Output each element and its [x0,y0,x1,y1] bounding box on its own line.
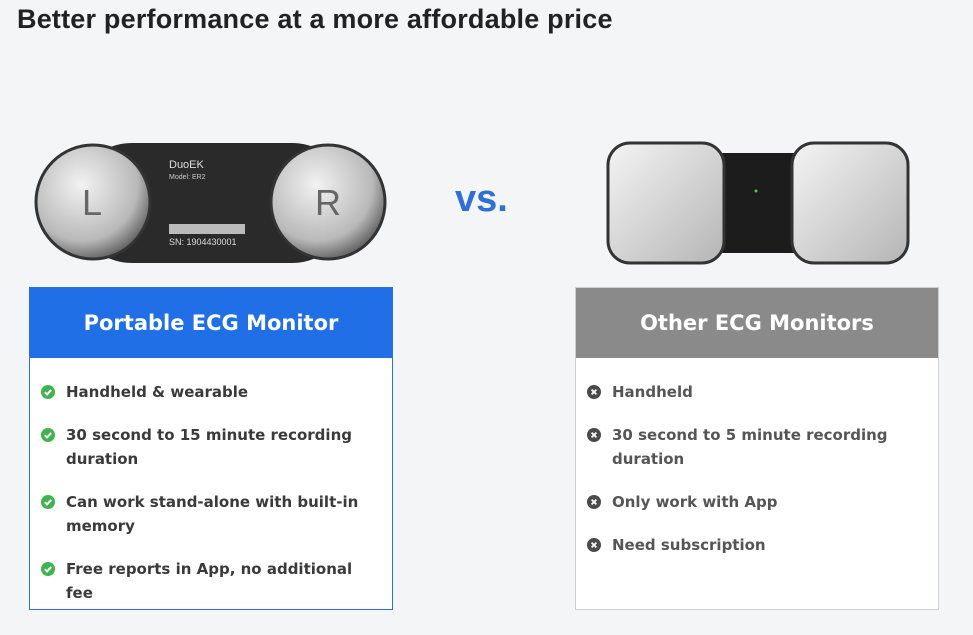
feature-item: 30 second to 5 minute recording duration [587,423,918,471]
feature-text: 30 second to 15 minute recording duratio… [66,426,352,468]
feature-item: Need subscription [587,533,918,557]
feature-item: Handheld & wearable [41,380,372,404]
cross-icon [587,385,601,399]
device-model: Model: ER2 [169,174,206,181]
feature-text: Only work with App [612,493,778,511]
feature-text: Need subscription [612,536,766,554]
duoek-device: L R DuoEK Model: ER2 SN: 1904430001 [34,143,387,263]
feature-item: Can work stand-alone with built-in memor… [41,490,372,538]
feature-text: Handheld [612,383,693,401]
cross-icon [587,495,601,509]
feature-text: Handheld & wearable [66,383,249,401]
cross-icon [587,428,601,442]
check-icon [41,385,55,399]
card-title: Other ECG Monitors [576,288,938,358]
feature-text: Can work stand-alone with built-in memor… [66,493,359,535]
left-electrode-label: L [82,182,102,223]
check-icon [41,495,55,509]
cross-icon [587,538,601,552]
versus: vs. [455,178,508,220]
right-electrode-label: R [315,182,341,223]
device-brand: DuoEK [169,159,205,171]
feature-item: Handheld [587,380,918,404]
other-device [606,141,910,265]
feature-list: Handheld 30 second to 5 minute recording … [576,358,938,557]
card: Other ECG Monitors Handheld 30 second to 5… [575,287,939,610]
feature-list: Handheld & wearable 30 second to 15 minut… [30,358,392,605]
device-serial: SN: 1904430001 [169,237,237,247]
card: Portable ECG Monitor Handheld & wearable 3… [29,287,393,610]
card-title: Portable ECG Monitor [30,288,392,358]
feature-item: 30 second to 15 minute recording duratio… [41,423,372,471]
page-title: Better performance at a more affordable … [17,4,613,34]
check-icon [41,562,55,576]
feature-item: Free reports in App, no additional fee [41,557,372,605]
feature-text: Free reports in App, no additional fee [66,560,353,602]
feature-item: Only work with App [587,490,918,514]
feature-text: 30 second to 5 minute recording duration [612,426,888,468]
check-icon [41,428,55,442]
